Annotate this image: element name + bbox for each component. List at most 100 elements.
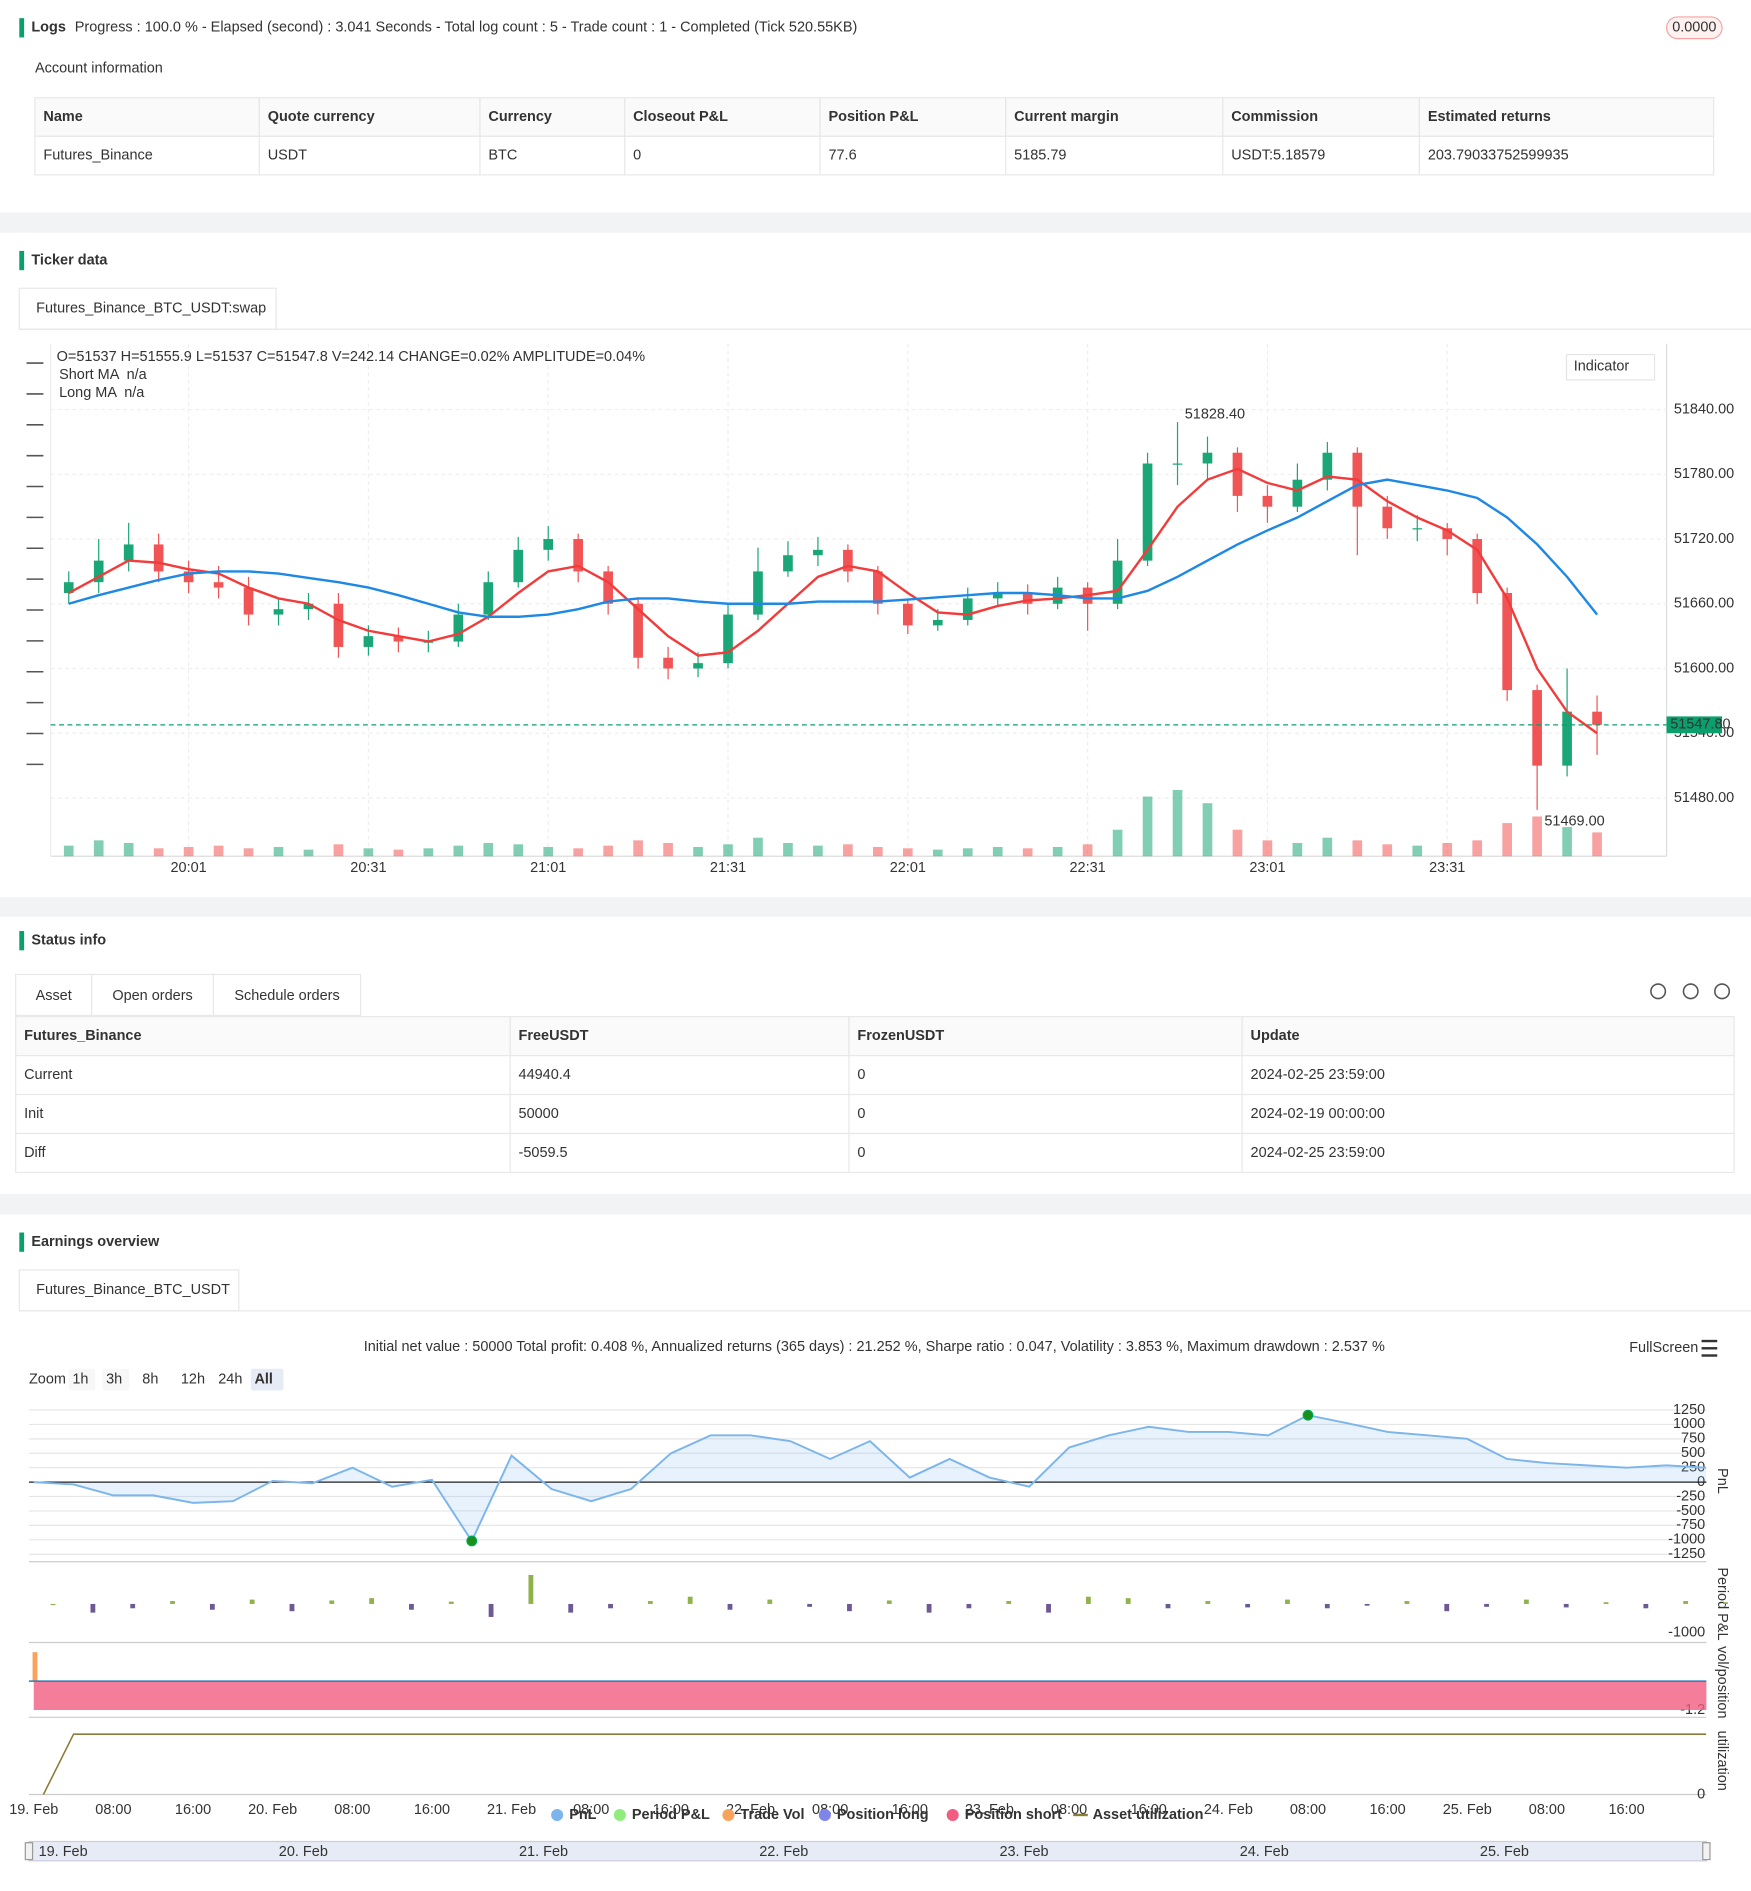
toolbar-icon[interactable] — [1682, 983, 1699, 1000]
volume-bar — [63, 845, 74, 857]
volume-bar — [693, 846, 703, 857]
zoom-button[interactable]: All — [254, 1371, 272, 1387]
navigator-handle[interactable] — [1702, 1842, 1711, 1861]
zoom-button[interactable]: 24h — [218, 1371, 242, 1387]
candle-body — [183, 571, 194, 583]
candle-body — [453, 614, 464, 642]
legend-symbol — [613, 1808, 626, 1821]
navigator-label: 23. Feb — [999, 1844, 1048, 1860]
volume-bar — [723, 844, 733, 857]
tab-label[interactable]: Asset — [36, 988, 72, 1004]
y-tick-label: 51480.00 — [1674, 790, 1734, 806]
indicator-label[interactable]: Indicator — [1574, 358, 1630, 374]
y-tick-label: -500 — [1676, 1503, 1705, 1519]
volume-bar — [1052, 846, 1063, 857]
tab-label[interactable]: Futures_Binance_BTC_USDT:swap — [36, 301, 266, 317]
x-tick-label: 22:31 — [1070, 860, 1106, 876]
table-cell: 44940.4 — [519, 1067, 571, 1083]
zoom-button[interactable]: 12h — [181, 1371, 205, 1387]
log-status: Progress : 100.0 % - Elapsed (second) : … — [75, 20, 858, 36]
x-tick-label: 21:31 — [710, 860, 746, 876]
tab[interactable] — [91, 973, 215, 1017]
tab-label[interactable]: Open orders — [112, 988, 192, 1004]
table-cell: 0 — [633, 147, 641, 163]
toolbar-icon[interactable] — [1714, 983, 1731, 1000]
volume-bar — [1352, 840, 1363, 857]
candle-body — [393, 636, 404, 642]
period-pnl-bar — [130, 1603, 136, 1609]
period-pnl-bar — [767, 1599, 773, 1604]
period-pnl-bar — [1603, 1602, 1609, 1604]
axis-title: PnL — [1714, 1468, 1730, 1494]
legend-label[interactable]: Period P&L — [632, 1807, 710, 1823]
candle-body — [303, 603, 314, 610]
fullscreen-button[interactable]: FullScreen — [1629, 1340, 1698, 1356]
x-tick-label: 08:00 — [573, 1802, 609, 1818]
navigator-label: 20. Feb — [279, 1844, 328, 1860]
navigator-label: 24. Feb — [1240, 1844, 1289, 1860]
table-cell: USDT — [268, 147, 308, 163]
tab[interactable] — [18, 287, 277, 330]
stats-text: Initial net value : 50000 Total profit: … — [364, 1339, 1385, 1355]
period-pnl-bar — [90, 1603, 96, 1613]
y-tick-label: 51780.00 — [1674, 466, 1734, 482]
trade-vol-bar — [32, 1652, 38, 1682]
zoom-label: Zoom — [29, 1371, 66, 1387]
table-cell: Current — [24, 1067, 72, 1083]
legend-label[interactable]: Trade Vol — [740, 1807, 804, 1823]
volume-bar — [543, 846, 554, 857]
tab[interactable] — [212, 973, 362, 1017]
legend-label: Long MA — [59, 385, 117, 401]
legend-label[interactable]: Position short — [965, 1807, 1062, 1823]
candle-body — [213, 582, 224, 588]
tab[interactable] — [18, 1269, 240, 1312]
candle-body — [1022, 592, 1033, 604]
indicator-button[interactable] — [1565, 353, 1656, 381]
extreme-marker — [466, 1535, 478, 1547]
candle-body — [273, 609, 284, 615]
candle-body — [1472, 539, 1483, 593]
period-pnl-bar — [568, 1603, 574, 1613]
period-pnl-bar — [1484, 1603, 1489, 1607]
section-marker — [19, 250, 25, 271]
candle-body — [243, 587, 254, 615]
period-pnl-bar — [727, 1603, 733, 1610]
volume-bar — [753, 837, 763, 857]
tab-label[interactable]: Schedule orders — [234, 988, 339, 1004]
x-tick-label: 19. Feb — [9, 1802, 58, 1818]
legend-label[interactable]: Asset utilization — [1093, 1807, 1204, 1823]
section-gap — [0, 1193, 1751, 1215]
period-pnl-bar — [369, 1598, 375, 1604]
candle-body — [753, 571, 763, 615]
period-pnl-bar — [1563, 1603, 1569, 1608]
header-cell: Futures_Binance — [24, 1028, 141, 1044]
volume-bar — [603, 845, 613, 857]
header-cell: Estimated returns — [1428, 109, 1551, 125]
period-pnl-bar — [608, 1603, 613, 1609]
volume-bar — [633, 840, 643, 857]
period-pnl-bar — [1444, 1603, 1450, 1612]
table-cell: 0 — [857, 1067, 865, 1083]
period-pnl-bar — [1245, 1603, 1251, 1608]
volume-bar — [813, 845, 823, 857]
tab-label[interactable]: Futures_Binance_BTC_USDT — [36, 1282, 230, 1298]
header-cell: Update — [1251, 1028, 1300, 1044]
last-price-label: 51547.80 — [1670, 717, 1730, 733]
navigator-handle[interactable] — [24, 1842, 34, 1861]
legend-label[interactable]: PnL — [569, 1807, 596, 1823]
volume-bar — [1442, 842, 1453, 857]
volume-bar — [153, 848, 164, 857]
position-area — [33, 1681, 1707, 1711]
zoom-button: 3h — [106, 1371, 122, 1387]
header-cell: Name — [43, 109, 82, 125]
volume-bar — [123, 842, 134, 857]
account-title: Account information — [35, 61, 163, 77]
toolbar-icon[interactable] — [1650, 983, 1667, 1000]
table-cell: 0 — [857, 1145, 865, 1161]
period-pnl-bar — [448, 1601, 454, 1604]
legend-label[interactable]: Position long — [837, 1807, 929, 1823]
candle-body — [932, 619, 943, 626]
candle-body — [1202, 452, 1213, 464]
zoom-button[interactable]: 8h — [142, 1371, 158, 1387]
